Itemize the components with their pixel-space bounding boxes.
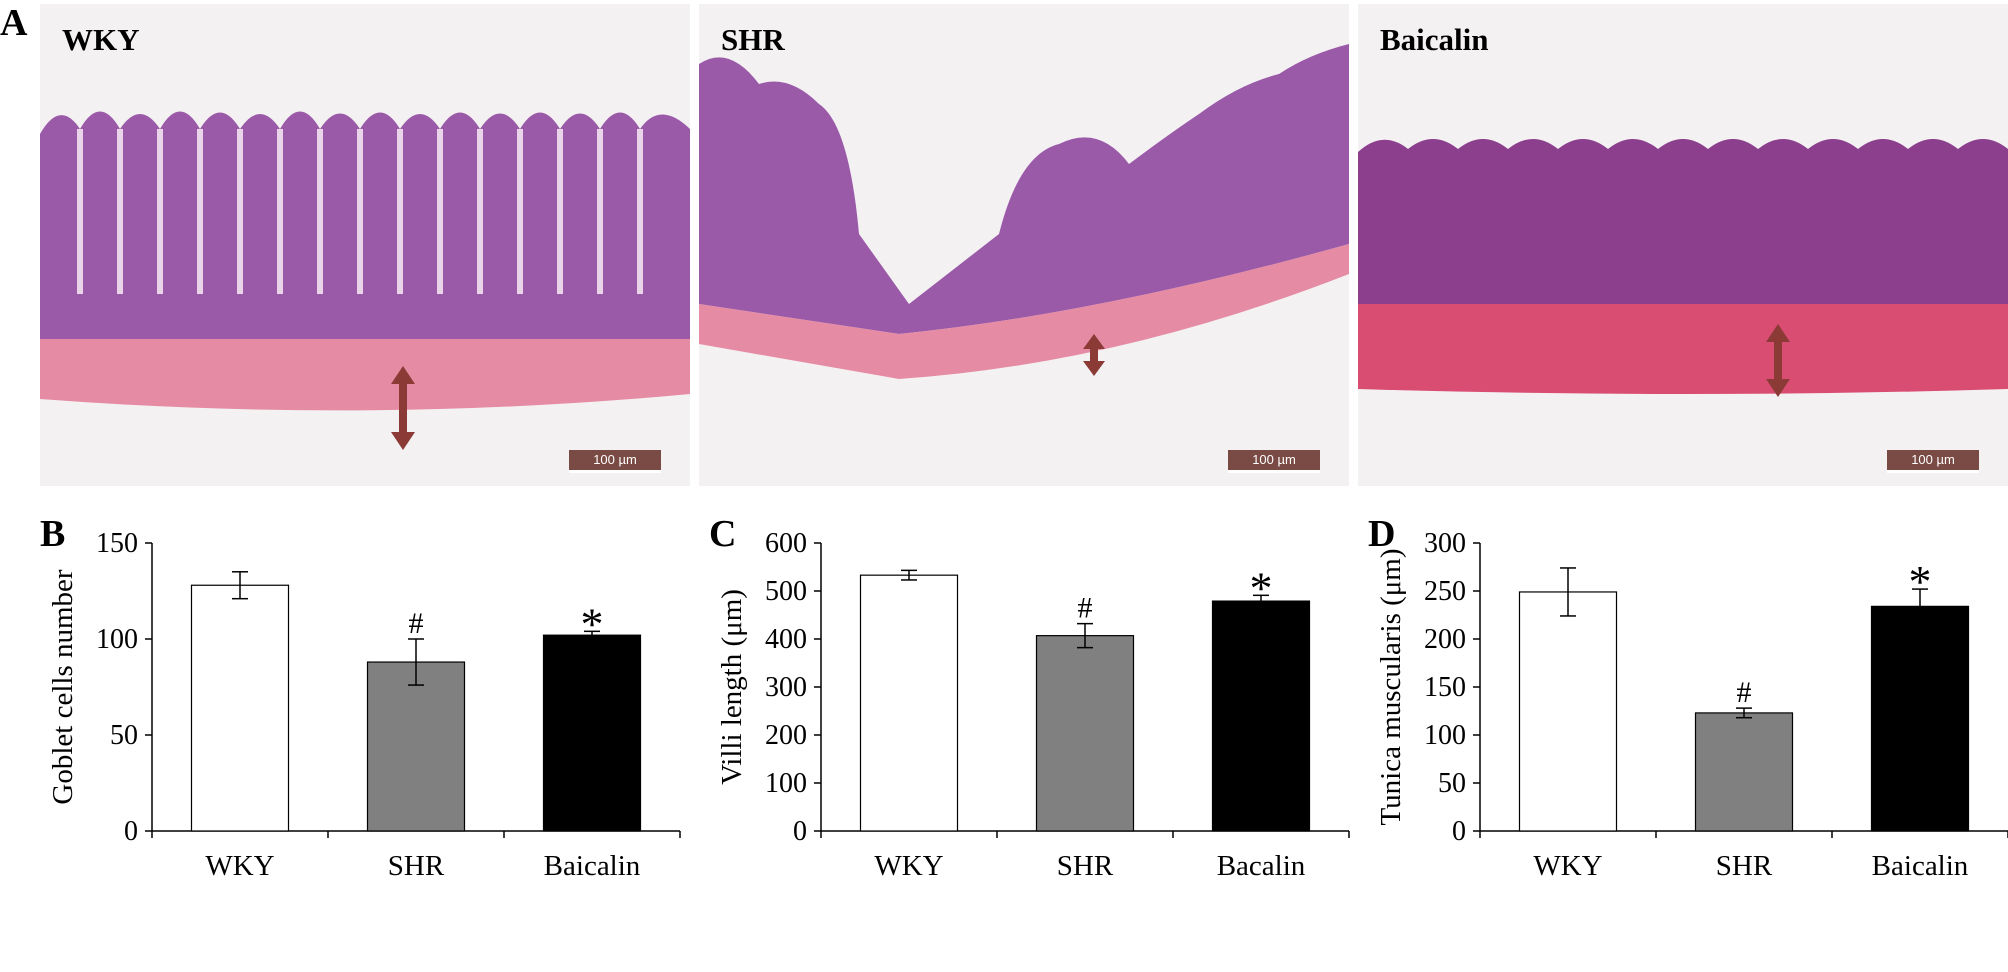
muscle-layer: [1358, 304, 2008, 394]
chart-c: C 0 100 200 300 400 500 600 Villi length (μm) WK…: [709, 515, 1359, 972]
mucosa-shape: [1358, 139, 2008, 304]
mucosa-shape: [699, 44, 1349, 334]
y-tick-label: 50: [1438, 768, 1466, 799]
y-tick-label: 0: [1452, 816, 1466, 847]
y-tick-label: 100: [96, 624, 138, 655]
x-tick-label: WKY: [874, 850, 943, 882]
micrograph-label: WKY: [62, 22, 140, 57]
x-tick-label: Baicalin: [1872, 850, 1969, 882]
y-tick-label: 600: [765, 528, 807, 559]
scale-bar: 100 µm: [569, 450, 661, 473]
bar: [1694, 712, 1794, 832]
significance-mark: *: [1250, 562, 1273, 613]
chart-d: D 0 50 100 150 200 250 300 Tunica muscularis (μ…: [1368, 515, 2008, 972]
bar: [542, 634, 642, 832]
y-tick-label: 150: [1424, 672, 1466, 703]
bar: [366, 661, 466, 832]
y-tick-label: 300: [765, 672, 807, 703]
panel-a-letter: A: [0, 2, 28, 44]
y-tick-label: 200: [765, 720, 807, 751]
chart-b: B 0 50 100 150 Goblet cells number WKY # SHR * Ba…: [40, 515, 690, 972]
villi-lumen: [77, 129, 643, 294]
y-tick-label: 150: [96, 528, 138, 559]
y-tick-label: 0: [124, 816, 138, 847]
y-tick-label: 100: [765, 768, 807, 799]
x-tick-label: SHR: [1716, 850, 1773, 882]
chart-letter: D: [1368, 513, 1396, 555]
mucosa-shape: [40, 111, 690, 339]
bar: [1035, 635, 1135, 832]
y-tick-label: 100: [1424, 720, 1466, 751]
bar: [1211, 600, 1311, 832]
bar: [1870, 605, 1970, 832]
significance-mark: *: [1909, 556, 1932, 607]
micrograph-label: SHR: [721, 22, 785, 57]
muscle-layer: [40, 339, 690, 411]
muscle-layer: [699, 244, 1349, 379]
bar-chart: 0 50 100 150 200 250 300 Tunica muscularis (μm)…: [1375, 528, 2008, 882]
y-tick-label: 50: [110, 720, 138, 751]
y-tick-label: 200: [1424, 624, 1466, 655]
x-tick-label: Baicalin: [544, 850, 641, 882]
y-tick-label: 500: [765, 576, 807, 607]
bar-chart: 0 50 100 150 Goblet cells number WKY # SHR * Baic…: [47, 528, 681, 882]
x-tick-label: WKY: [1533, 850, 1602, 882]
significance-mark: #: [409, 607, 424, 640]
y-tick-label: 400: [765, 624, 807, 655]
significance-mark: #: [1737, 676, 1752, 709]
x-tick-label: SHR: [1057, 850, 1114, 882]
micrograph-shr: SHR 100 µm: [699, 4, 1349, 486]
bar: [859, 574, 959, 832]
scale-bar: 100 µm: [1887, 450, 1979, 473]
scale-bar: 100 µm: [1228, 450, 1320, 473]
chart-letter: B: [40, 513, 66, 555]
y-tick-label: 250: [1424, 576, 1466, 607]
x-tick-label: SHR: [388, 850, 445, 882]
bar: [190, 584, 290, 832]
micrograph-baicalin-image: [1358, 4, 2008, 486]
micrograph-label: Baicalin: [1380, 22, 1489, 57]
y-axis-label: Tunica muscularis (μm): [1375, 548, 1407, 825]
y-tick-label: 0: [793, 816, 807, 847]
y-axis-label: Villi length (μm): [716, 589, 748, 785]
micrograph-baicalin: Baicalin 100 µm: [1358, 4, 2008, 486]
bar: [1518, 591, 1618, 832]
micrograph-shr-image: [699, 4, 1349, 486]
chart-letter: C: [709, 513, 737, 555]
x-tick-label: WKY: [205, 850, 274, 882]
bar-chart: 0 100 200 300 400 500 600 Villi length (μm) WKY #…: [716, 528, 1350, 882]
micrograph-wky: WKY 100 µm: [40, 4, 690, 486]
micrograph-wky-image: [40, 4, 690, 486]
y-tick-label: 300: [1424, 528, 1466, 559]
x-tick-label: Bacalin: [1217, 850, 1306, 882]
significance-mark: *: [581, 598, 604, 649]
significance-mark: #: [1078, 592, 1093, 625]
y-axis-label: Goblet cells number: [47, 569, 79, 805]
